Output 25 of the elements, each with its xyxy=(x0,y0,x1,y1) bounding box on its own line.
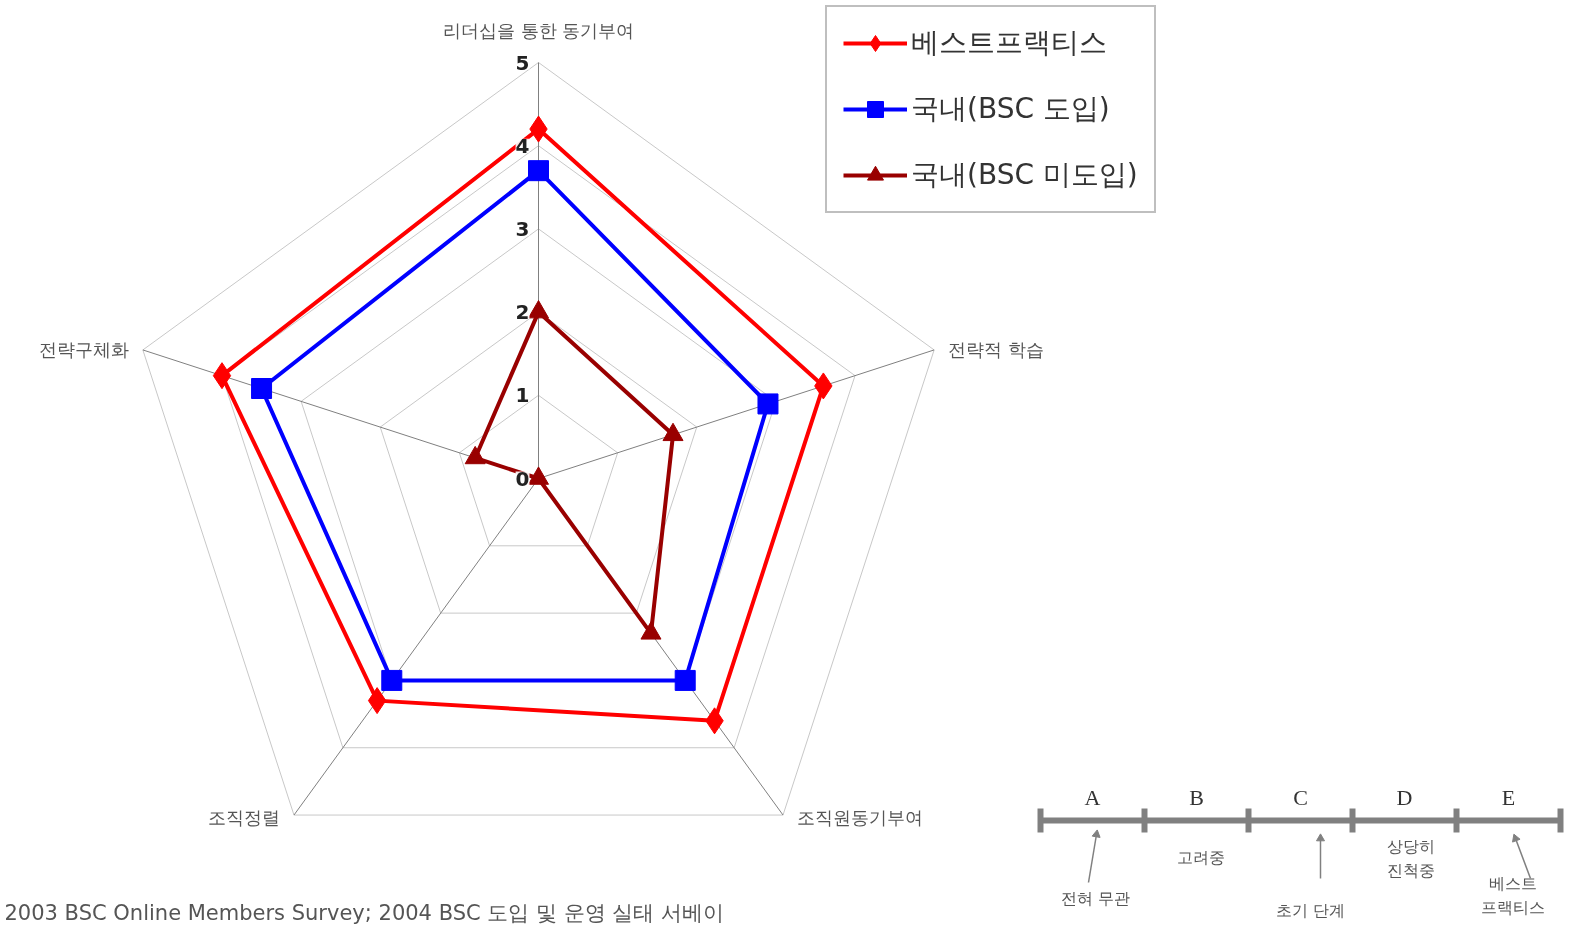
y-tick-label: 1 xyxy=(515,383,530,408)
y-tick-label: 4 xyxy=(515,133,530,158)
y-tick-label: 0 xyxy=(515,466,530,491)
legend-label: 국내(BSC 도입) xyxy=(911,91,1110,127)
text: 초기 단계 xyxy=(1275,901,1346,920)
text: D xyxy=(1396,785,1413,810)
spoke-label: 리더십을 통한 동기부여 xyxy=(442,19,635,41)
text: 베스트 프랙티스 xyxy=(1480,873,1545,918)
text: C xyxy=(1293,785,1308,810)
text: 고려중 xyxy=(1176,848,1225,867)
text: 상당히 진척중 xyxy=(1386,836,1435,881)
text: 전혀 무관 xyxy=(1060,889,1131,908)
spoke-label: 조직원동기부여 xyxy=(797,806,924,828)
y-tick-label: 5 xyxy=(515,50,530,75)
legend-label: 국내(BSC 미도입) xyxy=(911,157,1138,193)
y-tick-label: 2 xyxy=(515,300,530,325)
y-tick-label: 3 xyxy=(515,216,530,241)
text: 2003 BSC Online Members Survey; 2004 BSC 도입 및 운영 실태 서베이 xyxy=(4,900,725,925)
legend-label: 베스트프랙티스 xyxy=(911,25,1107,61)
text: B xyxy=(1189,785,1204,810)
text: A xyxy=(1084,785,1101,810)
text: E xyxy=(1501,785,1516,810)
spoke-label: 조직정렬 xyxy=(207,806,280,828)
spoke-label: 전략구체화 xyxy=(38,339,129,361)
spoke-label: 전략적 학습 xyxy=(948,339,1044,361)
